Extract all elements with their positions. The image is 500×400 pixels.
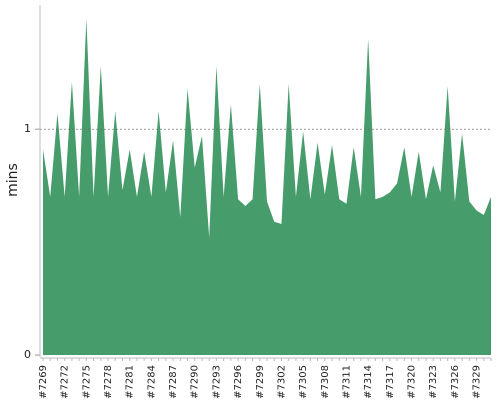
x-tick-label: #7293 xyxy=(211,365,222,399)
x-tick-label: #7275 xyxy=(81,365,92,399)
x-tick-label: #7296 xyxy=(233,365,244,399)
x-tick-label: #7311 xyxy=(341,365,352,399)
x-tick-label: #7269 xyxy=(38,365,49,399)
x-tick-label: #7272 xyxy=(60,365,71,399)
x-tick-label: #7308 xyxy=(320,365,331,399)
y-axis-label: mins xyxy=(5,163,21,197)
x-tick-label: #7299 xyxy=(255,365,266,399)
x-tick-label: #7278 xyxy=(103,365,114,399)
x-tick-label: #7284 xyxy=(146,365,157,399)
x-tick-label: #7302 xyxy=(276,365,287,399)
x-tick-label: #7305 xyxy=(298,365,309,399)
x-tick-label: #7281 xyxy=(125,365,136,399)
x-tick-label: #7287 xyxy=(168,365,179,399)
x-tick-label: #7290 xyxy=(190,365,201,399)
x-tick-label: #7314 xyxy=(363,365,374,399)
y-tick-label: 1 xyxy=(24,122,31,135)
x-tick-label: #7329 xyxy=(472,365,483,399)
x-tick-label: #7326 xyxy=(450,365,461,399)
x-tick-label: #7320 xyxy=(407,365,418,399)
x-tick-label: #7317 xyxy=(385,365,396,399)
area xyxy=(43,18,491,355)
y-tick-label: 0 xyxy=(24,348,31,361)
x-tick-label: #7323 xyxy=(428,365,439,399)
